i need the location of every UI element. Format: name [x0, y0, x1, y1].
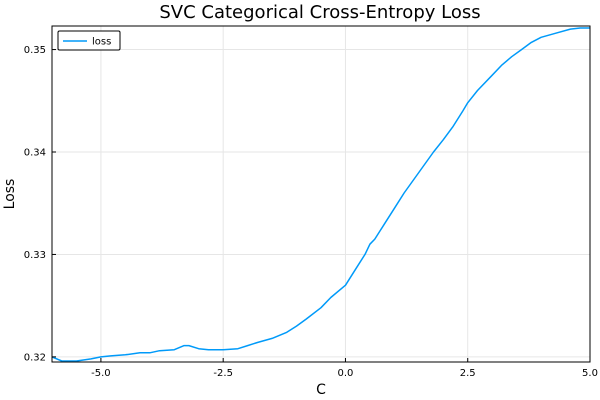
x-axis-ticks: -5.0 -2.5 0.0 2.5 5.0 [91, 358, 598, 379]
y-tick-label: 0.34 [24, 148, 46, 159]
x-tick-label: -5.0 [91, 368, 111, 379]
series-line-loss [51, 27, 590, 362]
x-tick-label: 5.0 [582, 368, 598, 379]
y-axis-label: Loss [2, 179, 18, 210]
plot-frame [51, 25, 591, 363]
series-layer [51, 27, 590, 362]
x-tick-label: 2.5 [460, 368, 476, 379]
grid-lines [51, 26, 591, 363]
legend: loss [57, 30, 121, 51]
y-tick-label: 0.33 [24, 250, 46, 261]
y-tick-label: 0.32 [24, 352, 46, 363]
x-tick-label: 0.0 [338, 368, 354, 379]
legend-label: loss [92, 37, 111, 48]
chart-title: SVC Categorical Cross-Entropy Loss [159, 2, 480, 23]
x-tick-label: -2.5 [213, 368, 233, 379]
legend-box [57, 30, 121, 51]
y-tick-label: 0.35 [24, 45, 46, 56]
y-axis-ticks: 0.32 0.33 0.34 0.35 [24, 45, 56, 363]
x-axis-label: C [316, 382, 326, 398]
